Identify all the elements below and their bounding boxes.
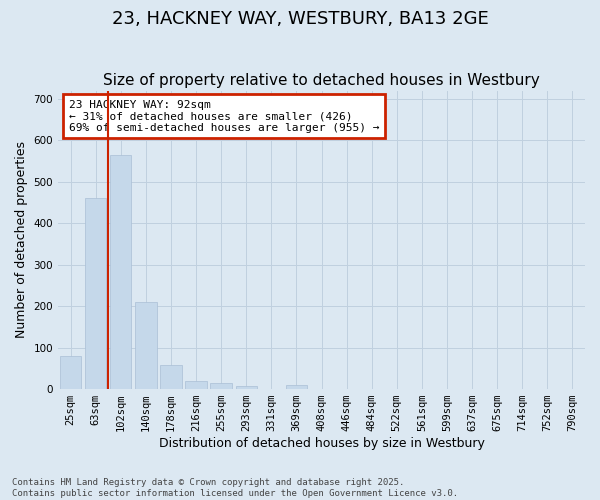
Bar (211, 383, 232, 389)
Text: Contains HM Land Registry data © Crown copyright and database right 2025.
Contai: Contains HM Land Registry data © Crown c… (12, 478, 458, 498)
Bar (60, 356, 81, 389)
Bar (135, 302, 157, 389)
Bar (236, 386, 257, 389)
Bar (110, 155, 131, 389)
Text: 23 HACKNEY WAY: 92sqm
← 31% of detached houses are smaller (426)
69% of semi-det: 23 HACKNEY WAY: 92sqm ← 31% of detached … (68, 100, 379, 132)
Bar (85, 198, 106, 389)
Y-axis label: Number of detached properties: Number of detached properties (15, 142, 28, 338)
Text: 23, HACKNEY WAY, WESTBURY, BA13 2GE: 23, HACKNEY WAY, WESTBURY, BA13 2GE (112, 10, 488, 28)
Bar (286, 385, 307, 389)
Bar (160, 366, 182, 389)
X-axis label: Distribution of detached houses by size in Westbury: Distribution of detached houses by size … (158, 437, 484, 450)
Bar (185, 381, 207, 389)
Title: Size of property relative to detached houses in Westbury: Size of property relative to detached ho… (103, 73, 540, 88)
